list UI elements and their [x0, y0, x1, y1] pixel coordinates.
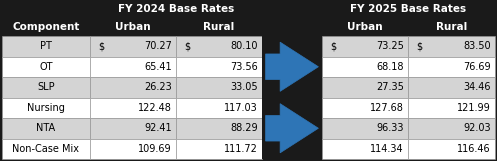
- Text: 73.25: 73.25: [376, 41, 404, 51]
- Bar: [408, 18, 495, 36]
- Bar: [90, 0, 262, 18]
- Text: SLP: SLP: [37, 82, 55, 92]
- Bar: [408, 77, 495, 98]
- Bar: [2, 18, 90, 36]
- Bar: [176, 36, 262, 57]
- Bar: [322, 118, 408, 138]
- Text: FY 2025 Base Rates: FY 2025 Base Rates: [350, 4, 467, 14]
- Text: Nursing: Nursing: [27, 103, 65, 113]
- Text: Urban: Urban: [347, 22, 383, 32]
- Bar: [262, 118, 322, 138]
- Bar: [2, 77, 90, 98]
- Text: Urban: Urban: [115, 22, 151, 32]
- Polygon shape: [265, 104, 319, 153]
- Text: 96.33: 96.33: [377, 123, 404, 133]
- Bar: [2, 98, 90, 118]
- Text: 68.18: 68.18: [377, 62, 404, 72]
- Text: 121.99: 121.99: [457, 103, 491, 113]
- Text: 80.10: 80.10: [231, 41, 258, 51]
- Bar: [176, 57, 262, 77]
- Text: $: $: [330, 41, 336, 51]
- Bar: [322, 57, 408, 77]
- Text: 127.68: 127.68: [370, 103, 404, 113]
- Text: OT: OT: [39, 62, 53, 72]
- Text: 65.41: 65.41: [144, 62, 172, 72]
- Text: 92.41: 92.41: [144, 123, 172, 133]
- Bar: [2, 0, 90, 18]
- Bar: [176, 18, 262, 36]
- Text: 111.72: 111.72: [224, 144, 258, 154]
- Bar: [2, 57, 90, 77]
- Bar: [322, 18, 408, 36]
- Text: 83.50: 83.50: [463, 41, 491, 51]
- Text: Rural: Rural: [436, 22, 467, 32]
- Bar: [322, 77, 408, 98]
- Text: 92.03: 92.03: [463, 123, 491, 133]
- Bar: [322, 0, 495, 18]
- Bar: [408, 138, 495, 159]
- Text: 122.48: 122.48: [138, 103, 172, 113]
- Text: PT: PT: [40, 41, 52, 51]
- Bar: [90, 138, 176, 159]
- Bar: [262, 0, 322, 18]
- Bar: [90, 98, 176, 118]
- Bar: [262, 77, 322, 98]
- Bar: [90, 57, 176, 77]
- Bar: [90, 77, 176, 98]
- Bar: [262, 18, 322, 36]
- Bar: [262, 98, 322, 118]
- Text: 33.05: 33.05: [231, 82, 258, 92]
- Bar: [262, 36, 322, 57]
- Bar: [90, 118, 176, 138]
- Text: $: $: [98, 41, 104, 51]
- Text: 114.34: 114.34: [370, 144, 404, 154]
- Text: 116.46: 116.46: [457, 144, 491, 154]
- Bar: [90, 18, 176, 36]
- Text: 26.23: 26.23: [144, 82, 172, 92]
- Text: 73.56: 73.56: [230, 62, 258, 72]
- Text: FY 2024 Base Rates: FY 2024 Base Rates: [118, 4, 234, 14]
- Bar: [262, 138, 322, 159]
- Bar: [176, 138, 262, 159]
- Bar: [2, 118, 90, 138]
- Bar: [2, 138, 90, 159]
- Bar: [408, 57, 495, 77]
- Polygon shape: [265, 42, 319, 91]
- Text: 70.27: 70.27: [144, 41, 172, 51]
- Bar: [176, 98, 262, 118]
- Text: $: $: [184, 41, 190, 51]
- Bar: [2, 36, 90, 57]
- Text: 27.35: 27.35: [376, 82, 404, 92]
- Bar: [322, 36, 408, 57]
- Text: Non-Case Mix: Non-Case Mix: [12, 144, 80, 154]
- Bar: [90, 36, 176, 57]
- Text: $: $: [416, 41, 422, 51]
- Text: NTA: NTA: [36, 123, 56, 133]
- Bar: [262, 57, 322, 77]
- Text: 88.29: 88.29: [231, 123, 258, 133]
- Text: 34.46: 34.46: [464, 82, 491, 92]
- Bar: [176, 118, 262, 138]
- Bar: [322, 138, 408, 159]
- Text: Rural: Rural: [203, 22, 235, 32]
- Bar: [322, 98, 408, 118]
- Text: 117.03: 117.03: [224, 103, 258, 113]
- Text: Component: Component: [12, 22, 80, 32]
- Text: 76.69: 76.69: [463, 62, 491, 72]
- Bar: [408, 36, 495, 57]
- Bar: [408, 98, 495, 118]
- Bar: [408, 118, 495, 138]
- Bar: [176, 77, 262, 98]
- Text: 109.69: 109.69: [138, 144, 172, 154]
